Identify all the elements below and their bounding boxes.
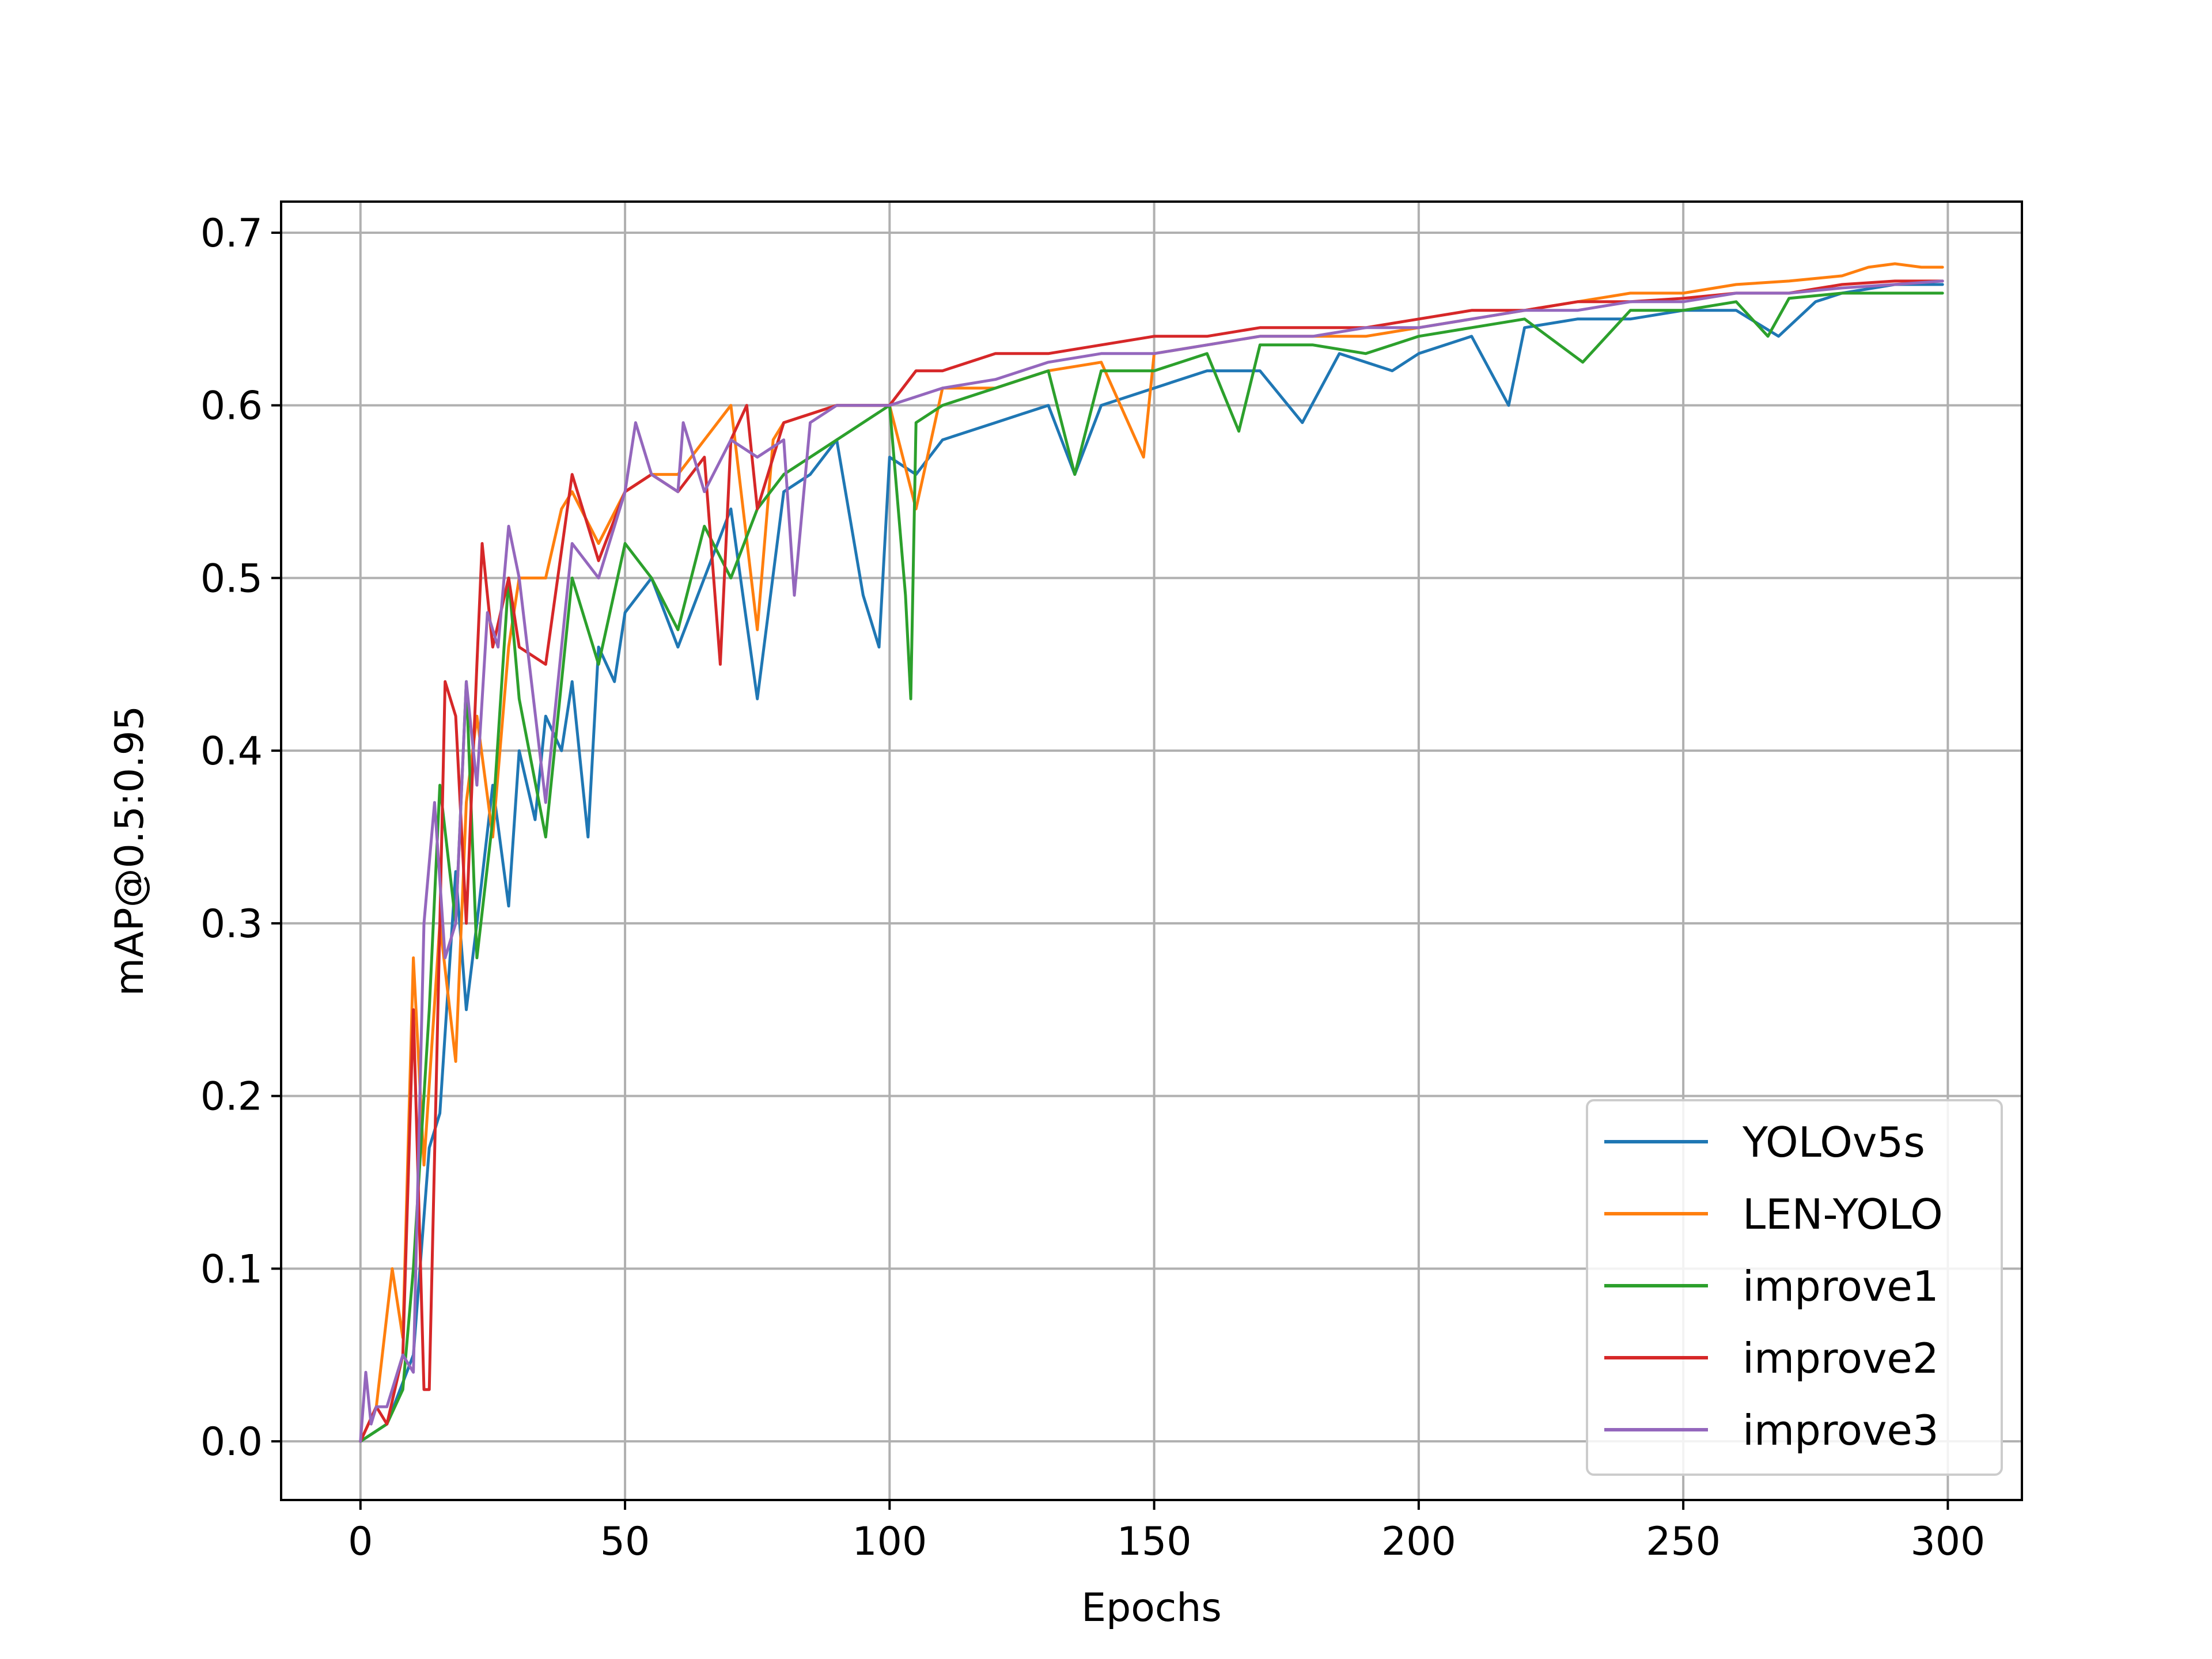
x-tick-label: 300 bbox=[1911, 1519, 1986, 1565]
y-tick-label: 0.1 bbox=[200, 1247, 263, 1292]
x-tick-label: 0 bbox=[348, 1519, 373, 1565]
series-line bbox=[359, 279, 1944, 1443]
legend: YOLOv5s LEN-YOLO improve1 improve2 improve3 bbox=[1586, 1099, 2003, 1476]
x-tick-label: 50 bbox=[600, 1519, 650, 1565]
series-improve2 bbox=[359, 279, 1944, 1443]
legend-label: improve3 bbox=[1743, 1406, 1939, 1455]
series-improve3 bbox=[359, 279, 1944, 1443]
x-tick-label: 200 bbox=[1381, 1519, 1456, 1565]
series-line bbox=[359, 283, 1944, 1443]
y-tick-label: 0.5 bbox=[200, 556, 263, 601]
y-tick-label: 0.7 bbox=[200, 211, 263, 256]
series-yolov5s bbox=[359, 283, 1944, 1443]
y-tick-label: 0.0 bbox=[200, 1419, 263, 1465]
legend-box bbox=[1586, 1099, 2003, 1476]
legend-label: improve1 bbox=[1743, 1262, 1939, 1310]
y-tick-label: 0.6 bbox=[200, 384, 263, 429]
legend-label: LEN-YOLO bbox=[1743, 1190, 1943, 1238]
legend-label: YOLOv5s bbox=[1742, 1118, 1925, 1166]
series-line bbox=[359, 279, 1944, 1443]
y-tick-label: 0.4 bbox=[200, 729, 263, 774]
x-axis-label: Epochs bbox=[1081, 1585, 1222, 1631]
series-improve1 bbox=[359, 291, 1944, 1443]
plot-frame bbox=[280, 200, 2023, 1501]
x-tick-label: 150 bbox=[1117, 1519, 1192, 1565]
series-line bbox=[359, 291, 1944, 1443]
x-axis: 0 50 100 150 200 250 300 bbox=[348, 1500, 1985, 1565]
legend-label: improve2 bbox=[1743, 1334, 1939, 1382]
x-tick-label: 250 bbox=[1646, 1519, 1721, 1565]
y-axis-label: mAP@0.5:0.95 bbox=[107, 706, 153, 996]
y-axis: 0.0 0.1 0.2 0.3 0.4 0.5 0.6 0.7 bbox=[200, 211, 281, 1465]
y-tick-label: 0.2 bbox=[200, 1074, 263, 1120]
x-tick-label: 100 bbox=[852, 1519, 927, 1565]
y-tick-label: 0.3 bbox=[200, 902, 263, 947]
series-group bbox=[359, 262, 1944, 1443]
